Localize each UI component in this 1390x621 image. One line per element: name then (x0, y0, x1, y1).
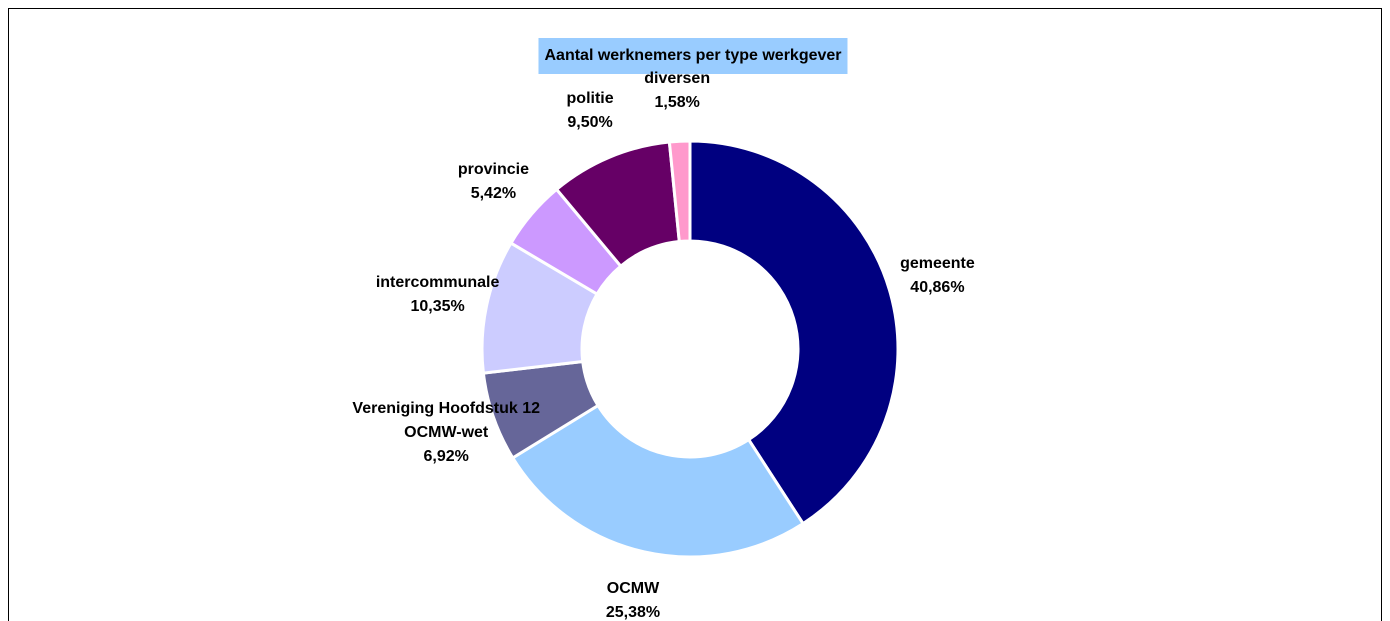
value-label: 9,50% (567, 114, 613, 132)
slice-label: gemeente 40,86% (900, 252, 975, 300)
value-label: 1,58% (654, 94, 700, 112)
category-label: OCMW (606, 579, 660, 597)
category-label: diversen (644, 70, 711, 88)
category-label: provincie (457, 160, 529, 178)
category-label: intercommunale (375, 274, 500, 292)
category-label: politie (566, 90, 614, 108)
value-label: 5,42% (470, 184, 517, 202)
slice-label: OCMW 25,38% (606, 577, 660, 621)
slice-label: politie 9,50% (567, 87, 614, 135)
donut-slice (510, 403, 806, 559)
value-label: 10,35% (410, 298, 465, 316)
slice-label: provincie 5,42% (458, 158, 529, 206)
value-label: 40,86% (910, 278, 965, 296)
donut-slice (667, 139, 692, 244)
chart-title: Aantal werknemers per type werkgever (538, 38, 848, 74)
slice-label: intercommunale 10,35% (376, 271, 500, 319)
value-label: 6,92% (423, 448, 469, 466)
value-label: 25,38% (605, 603, 661, 621)
chart-frame (8, 8, 1382, 621)
donut-slice (688, 139, 900, 526)
category-label: gemeente (900, 254, 975, 272)
slice-label: Vereniging Hoofdstuk 12 OCMW-wet 6,92% (339, 397, 554, 469)
category-label: Vereniging Hoofdstuk 12 OCMW-wet (352, 400, 540, 442)
slice-label: diversen 1,58% (644, 67, 710, 115)
